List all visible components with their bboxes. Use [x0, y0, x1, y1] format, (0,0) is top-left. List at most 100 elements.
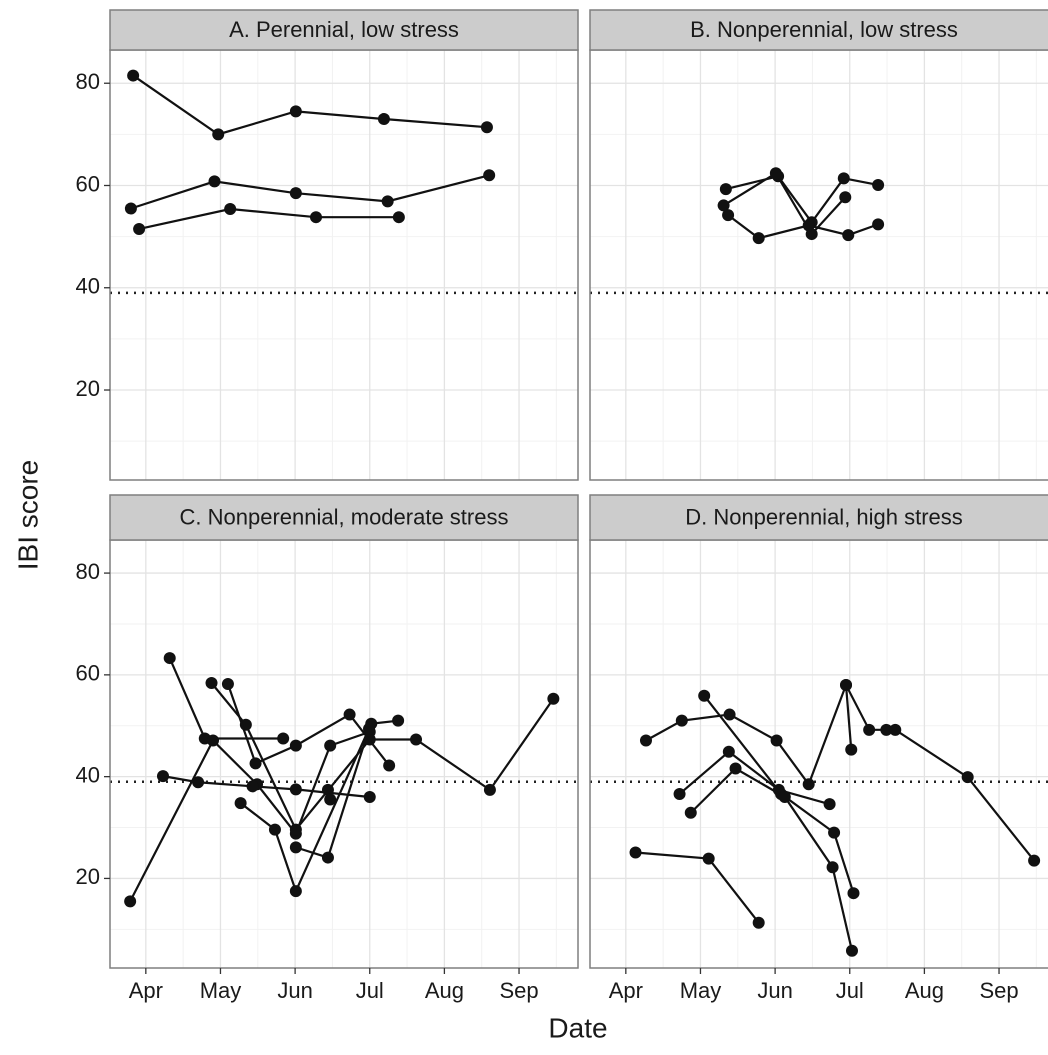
- data-point: [249, 757, 262, 770]
- data-point: [289, 739, 302, 752]
- panel-background: [590, 50, 1048, 480]
- data-point: [717, 199, 730, 212]
- data-point: [729, 762, 742, 775]
- data-point: [289, 841, 302, 854]
- data-point: [192, 776, 205, 789]
- data-point: [363, 722, 376, 735]
- series-line: [844, 684, 853, 750]
- data-point: [837, 172, 850, 185]
- data-point: [872, 178, 885, 191]
- strip: [589, 494, 1048, 541]
- x-tick-label: Apr: [129, 978, 163, 1003]
- data-point: [324, 739, 337, 752]
- data-point: [778, 791, 791, 804]
- data-point: [770, 734, 783, 747]
- y-tick-label: 80: [76, 559, 100, 584]
- data-point: [845, 944, 858, 957]
- data-point: [268, 823, 281, 836]
- strip-title: C. Nonperennial, moderate stress: [180, 504, 509, 529]
- y-tick-label: 40: [76, 274, 100, 299]
- data-point: [363, 791, 376, 804]
- data-point: [410, 733, 423, 746]
- data-point: [722, 209, 735, 222]
- data-point: [392, 211, 405, 224]
- panel-background: [110, 540, 578, 968]
- data-point: [289, 105, 302, 118]
- data-point: [377, 113, 390, 126]
- data-point: [802, 778, 815, 791]
- data-point: [842, 229, 855, 242]
- data-point: [826, 861, 839, 874]
- x-tick-label: Apr: [609, 978, 643, 1003]
- x-tick-label: Jul: [836, 978, 864, 1003]
- data-point: [310, 211, 323, 224]
- data-point: [224, 203, 237, 216]
- data-point: [698, 689, 711, 702]
- data-point: [847, 887, 860, 900]
- series-line: [723, 171, 847, 236]
- strip: [109, 494, 579, 541]
- x-tick-label: Sep: [979, 978, 1018, 1003]
- data-point: [212, 128, 225, 141]
- x-tick-label: Sep: [499, 978, 538, 1003]
- x-tick-label: Aug: [905, 978, 944, 1003]
- data-point: [719, 183, 732, 196]
- data-point: [752, 916, 765, 929]
- x-tick-label: May: [680, 978, 722, 1003]
- y-tick-label: 20: [76, 376, 100, 401]
- strip: [109, 9, 579, 51]
- strip-title: A. Perennial, low stress: [229, 17, 459, 42]
- y-tick-label: 20: [76, 864, 100, 889]
- data-point: [845, 743, 858, 756]
- data-point: [839, 191, 852, 204]
- panel-background: [110, 50, 578, 480]
- strip-title: B. Nonperennial, low stress: [690, 17, 958, 42]
- data-point: [124, 202, 137, 215]
- data-point: [702, 852, 715, 865]
- x-axis-title: Date: [548, 1012, 607, 1043]
- x-tick-label: May: [200, 978, 242, 1003]
- data-point: [163, 652, 176, 665]
- data-point: [234, 797, 247, 810]
- data-point: [872, 218, 885, 231]
- y-tick-label: 60: [76, 661, 100, 686]
- x-tick-label: Jun: [757, 978, 792, 1003]
- data-point: [823, 798, 836, 811]
- data-point: [1028, 854, 1041, 867]
- data-point: [156, 770, 169, 783]
- data-point: [889, 723, 902, 736]
- data-point: [880, 723, 893, 736]
- data-point: [840, 679, 853, 692]
- strip: [589, 9, 1048, 51]
- data-point: [246, 780, 259, 793]
- x-tick-label: Aug: [425, 978, 464, 1003]
- data-point: [127, 69, 140, 82]
- data-point: [961, 771, 974, 784]
- x-tick-label: Jul: [356, 978, 384, 1003]
- data-point: [863, 723, 876, 736]
- data-point: [802, 219, 815, 232]
- data-point: [321, 783, 334, 796]
- data-point: [321, 851, 334, 864]
- data-point: [483, 169, 496, 182]
- data-point: [289, 885, 302, 898]
- data-point: [133, 222, 146, 235]
- y-tick-label: 40: [76, 762, 100, 787]
- series-line: [678, 750, 830, 806]
- data-point: [828, 826, 841, 839]
- data-point: [769, 167, 782, 180]
- data-point: [722, 745, 735, 758]
- data-point: [124, 895, 137, 908]
- data-point: [480, 121, 493, 134]
- data-point: [383, 759, 396, 772]
- y-tick-label: 60: [76, 171, 100, 196]
- data-point: [547, 692, 560, 705]
- y-axis-title: IBI score: [12, 460, 43, 570]
- data-point: [723, 708, 736, 721]
- data-point: [673, 787, 686, 800]
- data-point: [639, 734, 652, 747]
- data-point: [684, 806, 697, 819]
- data-point: [205, 677, 218, 690]
- data-point: [289, 187, 302, 200]
